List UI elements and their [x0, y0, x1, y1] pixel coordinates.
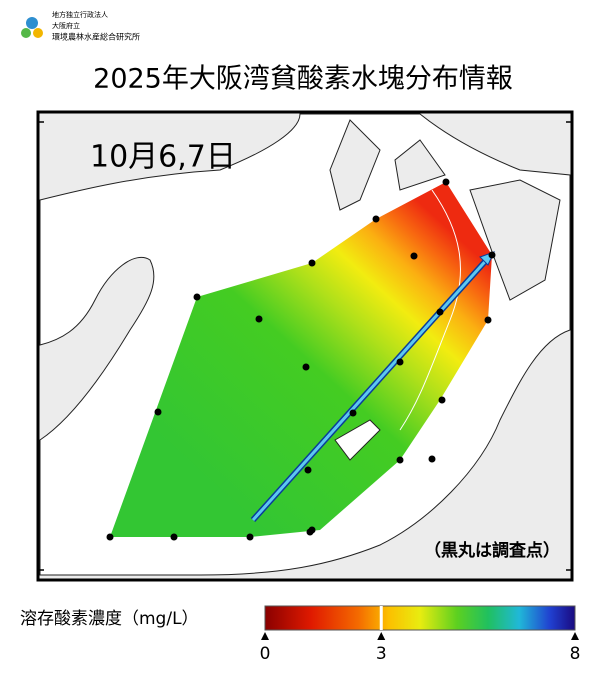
station	[372, 215, 380, 223]
survey-date: 10月6,7日	[90, 140, 236, 175]
station-note: （黒丸は調査点）	[424, 540, 560, 561]
colorbar-tick-label: 3	[376, 644, 387, 664]
station	[302, 363, 310, 371]
do-area	[110, 182, 492, 537]
station	[436, 308, 444, 316]
station	[488, 251, 496, 259]
colorbar-label: 溶存酸素濃度（mg/L）	[20, 609, 199, 629]
station	[154, 408, 162, 416]
station	[438, 396, 446, 404]
colorbar-tick	[571, 632, 579, 640]
station	[396, 456, 404, 464]
org-line: 環境農林水産総合研究所	[52, 32, 140, 42]
map	[36, 110, 574, 582]
colorbar	[264, 605, 576, 631]
colorbar-tick	[377, 632, 386, 640]
station	[442, 178, 450, 186]
colorbar-tick-label: 0	[260, 644, 271, 664]
colorbar-tick	[261, 632, 269, 640]
station	[255, 315, 263, 323]
station	[428, 455, 436, 463]
org-line: 地方独立行政法人	[52, 10, 108, 19]
station	[308, 259, 316, 267]
station	[304, 466, 312, 474]
page-title: 2025年大阪湾貧酸素水塊分布情報	[93, 64, 513, 95]
station	[410, 252, 418, 260]
station	[306, 528, 314, 536]
station	[246, 533, 254, 541]
org-line: 大阪府立	[52, 21, 80, 30]
logo	[21, 17, 43, 38]
station	[484, 316, 492, 324]
station	[396, 358, 404, 366]
station	[193, 293, 201, 301]
station	[106, 533, 114, 541]
colorbar-tick-label: 8	[570, 644, 581, 664]
station	[349, 409, 357, 417]
station	[170, 533, 178, 541]
